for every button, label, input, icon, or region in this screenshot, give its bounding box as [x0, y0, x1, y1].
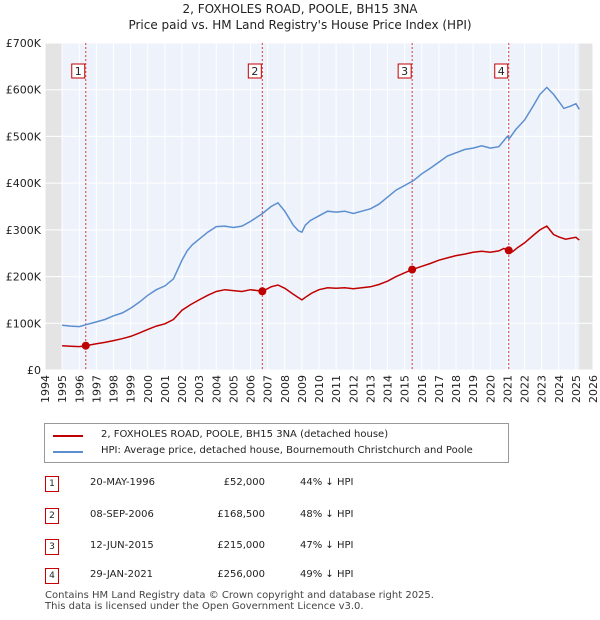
- axis-labels: £0 £100K £200K £300K £400K £500K £600K £700K 199…: [6, 37, 600, 403]
- sale-point: [504, 246, 513, 255]
- sale-price: £215,000: [217, 540, 265, 551]
- table-row: 2 08-SEP-2006 £168,500 48% ↓ HPI: [0, 507, 600, 527]
- sale-date: 08-SEP-2006: [90, 509, 154, 520]
- footer-copyright: Contains HM Land Registry data © Crown c…: [45, 590, 434, 601]
- footer-licence: This data is licensed under the Open Gov…: [45, 601, 364, 612]
- y-tick-label: £700K: [6, 37, 42, 50]
- x-tick-label: 2002: [176, 375, 189, 403]
- y-tick-label: £600K: [6, 84, 42, 97]
- x-tick-label: 1998: [108, 375, 121, 403]
- sale-hpi-diff: 48% ↓ HPI: [300, 509, 354, 520]
- sale-number-badge: 2: [45, 508, 59, 524]
- y-tick-label: £500K: [6, 130, 42, 143]
- sale-price: £168,500: [217, 509, 265, 520]
- sale-label-text: 2: [251, 65, 258, 78]
- sale-date: 20-MAY-1996: [90, 477, 156, 488]
- x-tick-label: 1994: [39, 375, 52, 403]
- x-tick-label: 2014: [382, 375, 395, 403]
- x-tick-label: 2018: [450, 375, 463, 403]
- sale-point: [408, 265, 417, 274]
- shade-layer: [45, 43, 593, 370]
- y-tick-label: £300K: [6, 224, 42, 237]
- sale-hpi-diff: 47% ↓ HPI: [300, 540, 354, 551]
- x-tick-label: 2012: [347, 375, 360, 403]
- x-tick-label: 1997: [90, 375, 103, 403]
- y-tick-label: £400K: [6, 177, 42, 190]
- chart-title: 2, FOXHOLES ROAD, POOLE, BH15 3NA: [182, 2, 418, 16]
- chart-subtitle: Price paid vs. HM Land Registry's House …: [128, 18, 472, 32]
- sale-label-text: 3: [401, 65, 408, 78]
- x-tick-label: 2010: [313, 375, 326, 403]
- x-tick-label: 2000: [142, 375, 155, 403]
- sale-hpi-diff: 44% ↓ HPI: [300, 477, 354, 488]
- sale-date: 29-JAN-2021: [90, 569, 154, 580]
- x-tick-label: 1995: [56, 375, 69, 403]
- x-tick-label: 2013: [364, 375, 377, 403]
- x-tick-label: 2003: [193, 375, 206, 403]
- x-tick-label: 1996: [73, 375, 86, 403]
- sale-number-badge: 1: [45, 476, 59, 492]
- legend-swatch-hpi: [53, 451, 83, 453]
- price-chart: 1 2 3 4 £0 £100K £200K £300K £400K £500K £600K £70…: [6, 37, 600, 403]
- y-tick-label: £0: [27, 364, 41, 377]
- x-tick-label: 2021: [501, 375, 514, 403]
- x-tick-label: 2001: [159, 375, 172, 403]
- x-tick-label: 2025: [570, 375, 583, 403]
- x-tick-label: 2015: [399, 375, 412, 403]
- sale-price: £256,000: [217, 569, 265, 580]
- legend: 2, FOXHOLES ROAD, POOLE, BH15 3NA (detac…: [44, 423, 509, 463]
- sale-number-badge: 3: [45, 539, 59, 555]
- sale-label-box: [71, 63, 86, 79]
- y-tick-label: £200K: [6, 271, 42, 284]
- sale-marker-lines: [85, 43, 510, 370]
- no-data-region-end: [579, 43, 593, 370]
- sale-labels: 1 2 3 4: [71, 63, 509, 79]
- x-tick-label: 2017: [433, 375, 446, 403]
- x-tick-label: 2016: [416, 375, 429, 403]
- table-row: 1 20-MAY-1996 £52,000 44% ↓ HPI: [0, 475, 600, 495]
- x-tick-label: 2007: [262, 375, 275, 403]
- grid-layer: [44, 42, 594, 371]
- x-tick-label: 2023: [536, 375, 549, 403]
- sale-point: [258, 287, 267, 296]
- x-tick-label: 2009: [296, 375, 309, 403]
- x-tick-label: 2004: [210, 375, 223, 403]
- legend-label-property: 2, FOXHOLES ROAD, POOLE, BH15 3NA (detac…: [101, 429, 389, 440]
- sale-point: [81, 341, 90, 350]
- x-tick-label: 2024: [553, 375, 566, 403]
- x-tick-label: 2022: [519, 375, 532, 403]
- sale-hpi-diff: 49% ↓ HPI: [300, 569, 354, 580]
- x-tick-label: 2026: [587, 375, 600, 403]
- hpi-line: [62, 86, 580, 328]
- legend-label-hpi: HPI: Average price, detached house, Bour…: [101, 445, 473, 456]
- x-tick-label: 2020: [484, 375, 497, 403]
- sale-label-text: 4: [498, 65, 505, 78]
- x-tick-label: 2008: [279, 375, 292, 403]
- sale-price: £52,000: [223, 477, 265, 488]
- x-tick-label: 2005: [227, 375, 240, 403]
- sale-date: 12-JUN-2015: [90, 540, 154, 551]
- x-tick-label: 1999: [125, 375, 138, 403]
- y-tick-label: £100K: [6, 317, 42, 330]
- sale-points: [81, 246, 513, 350]
- sale-label-text: 1: [75, 65, 82, 78]
- legend-swatch-property: [53, 435, 83, 437]
- table-row: 3 12-JUN-2015 £215,000 47% ↓ HPI: [0, 538, 600, 558]
- sale-number-badge: 4: [45, 568, 59, 584]
- x-tick-label: 2019: [467, 375, 480, 403]
- sale-label-box: [397, 63, 412, 79]
- no-data-region-start: [45, 43, 63, 370]
- table-row: 4 29-JAN-2021 £256,000 49% ↓ HPI: [0, 567, 600, 587]
- x-tick-label: 2011: [330, 375, 343, 403]
- sale-label-box: [494, 63, 509, 79]
- x-tick-label: 2006: [245, 375, 258, 403]
- sale-label-box: [247, 63, 262, 79]
